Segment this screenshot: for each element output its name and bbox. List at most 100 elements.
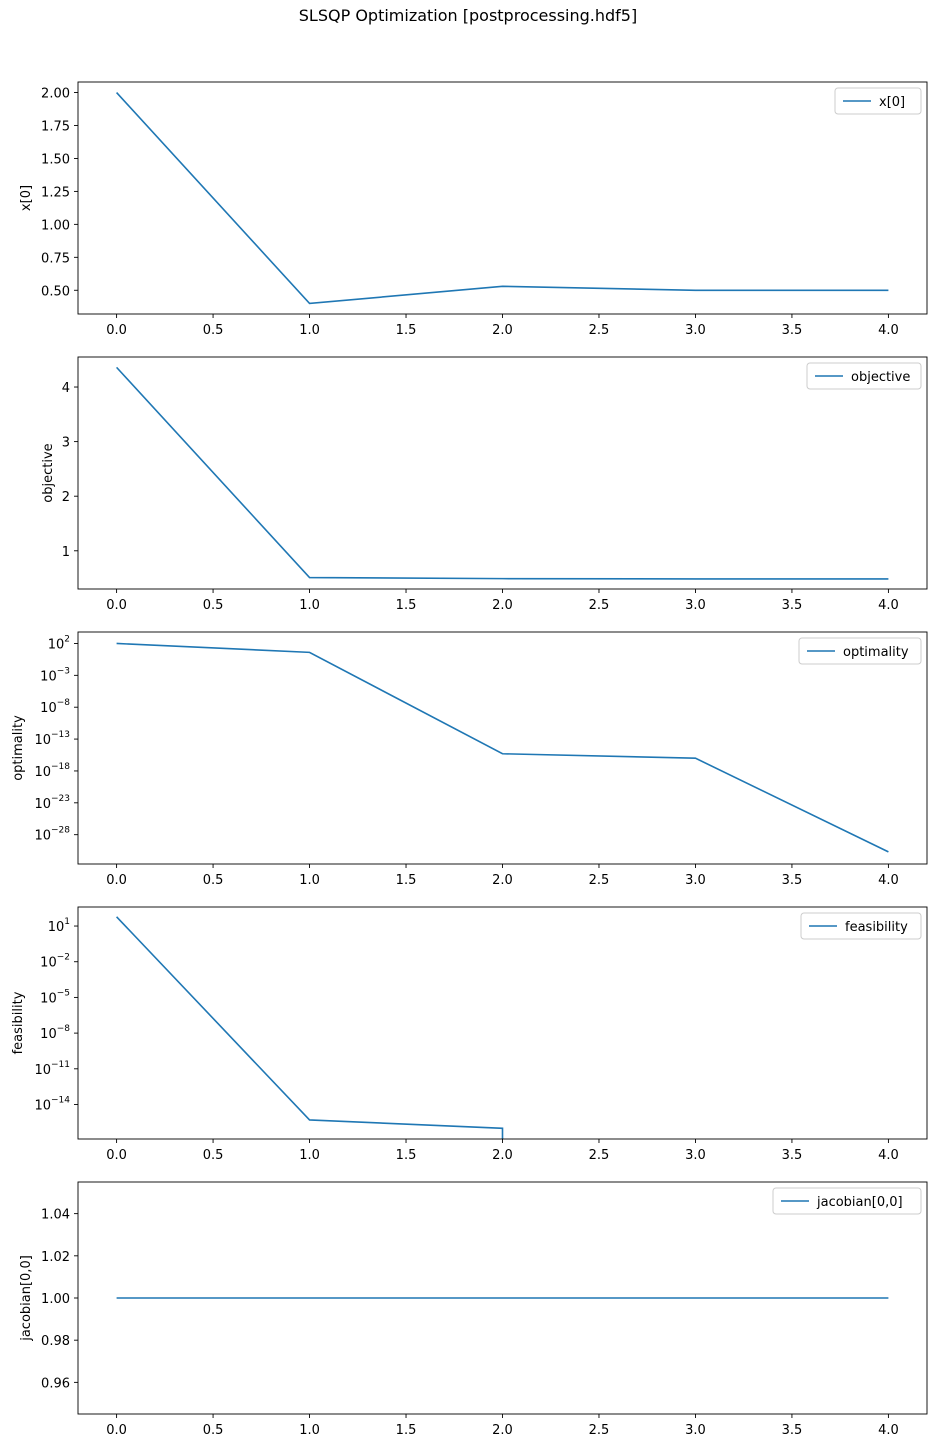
x-tick-label: 2.0 <box>492 1148 513 1163</box>
y-tick-label: 1.00 <box>41 218 70 233</box>
x-tick-label: 4.0 <box>878 598 899 613</box>
y-tick-exponent: −2 <box>57 953 70 963</box>
subplot-1: 0.0 0.5 1.0 1.5 2.0 2.5 3.0 3.5 4.0 0.50 0.75 1.00 1… <box>19 81 928 338</box>
legend-5: jacobian[0,0] <box>772 1187 922 1215</box>
x-tick-label: 0.5 <box>203 323 224 338</box>
x-tick-label: 2.5 <box>589 873 610 888</box>
x-tick-label: 0.5 <box>203 873 224 888</box>
legend-label: objective <box>851 370 910 385</box>
x-tick-label: 1.5 <box>396 598 417 613</box>
x-tick-label: 3.5 <box>782 873 803 888</box>
y-tick-label: 10−5 <box>40 988 70 1006</box>
y-tick-label: 0.50 <box>41 284 70 299</box>
y-tick-exponent: −23 <box>51 794 70 804</box>
x-tick-label: 3.5 <box>782 1423 803 1438</box>
axes-frame-3 <box>77 631 928 865</box>
legend-4: feasibility <box>800 912 922 940</box>
y-tick-exponent: −8 <box>57 698 71 708</box>
y-tick-exponent: −5 <box>57 988 70 998</box>
x-tick-label: 3.5 <box>782 1148 803 1163</box>
figure-title: SLSQP Optimization [postprocessing.hdf5] <box>298 6 638 25</box>
x-tick-label: 2.5 <box>589 323 610 338</box>
x-tick-label: 4.0 <box>878 873 899 888</box>
x-tick-label: 3.0 <box>685 598 706 613</box>
y-tick-label: 2.00 <box>41 87 70 102</box>
legend-label: jacobian[0,0] <box>816 1195 903 1210</box>
x-tick-label: 1.0 <box>299 323 320 338</box>
legend-1: x[0] <box>834 87 922 115</box>
x-tick-label: 0.5 <box>203 1423 224 1438</box>
y-tick-label: 0.96 <box>41 1376 70 1391</box>
y-tick-label: 0.98 <box>41 1334 70 1349</box>
x-tick-label: 1.0 <box>299 1148 320 1163</box>
y-tick-label: 1.75 <box>41 120 70 135</box>
y-tick-exponent: −18 <box>51 762 70 772</box>
legend-2: objective <box>806 362 922 390</box>
x-tick-label: 4.0 <box>878 1423 899 1438</box>
legend-label: feasibility <box>845 920 908 935</box>
x-tick-label: 2.0 <box>492 1423 513 1438</box>
x-tick-label: 0.5 <box>203 1148 224 1163</box>
legend-label: optimality <box>843 645 909 660</box>
legend-label: x[0] <box>879 95 905 110</box>
y-tick-label: 10−13 <box>34 730 70 748</box>
y-tick-label: 10−18 <box>34 762 70 780</box>
x-tick-label: 2.0 <box>492 598 513 613</box>
series-line-4-1 <box>116 916 504 1139</box>
y-axis-label: optimality <box>11 715 26 781</box>
x-tick-label: 2.5 <box>589 1423 610 1438</box>
y-tick-label: 10−2 <box>40 953 70 971</box>
y-tick-exponent: −28 <box>51 826 70 836</box>
x-tick-label: 0.0 <box>106 1148 127 1163</box>
series-line-3-1 <box>116 642 889 853</box>
y-tick-label: 10−14 <box>34 1095 70 1113</box>
x-tick-label: 3.0 <box>685 1148 706 1163</box>
y-tick-label: 10−11 <box>34 1060 70 1078</box>
x-tick-label: 1.5 <box>396 323 417 338</box>
y-tick-label: 10−23 <box>34 794 70 812</box>
x-tick-label: 2.5 <box>589 598 610 613</box>
y-tick-exponent: −13 <box>51 730 70 740</box>
y-tick-label: 10−8 <box>40 1024 70 1042</box>
y-tick-label: 3 <box>62 436 70 451</box>
x-tick-label: 4.0 <box>878 323 899 338</box>
y-tick-label: 1.02 <box>41 1250 70 1265</box>
y-axis-label: objective <box>41 443 56 502</box>
axes-frame-2 <box>77 356 928 590</box>
axes-frame-1 <box>77 81 928 315</box>
y-tick-exponent: −11 <box>51 1060 70 1070</box>
x-tick-label: 3.0 <box>685 323 706 338</box>
y-tick-label: 101 <box>48 917 70 935</box>
x-tick-label: 3.0 <box>685 1423 706 1438</box>
x-tick-label: 1.0 <box>299 1423 320 1438</box>
x-tick-label: 1.5 <box>396 873 417 888</box>
y-tick-exponent: 1 <box>64 917 70 927</box>
y-tick-label: 1.00 <box>41 1292 70 1307</box>
y-tick-label: 1.25 <box>41 185 70 200</box>
subplot-4: 0.0 0.5 1.0 1.5 2.0 2.5 3.0 3.5 4.0 101 10−2 10−5 10… <box>11 906 928 1163</box>
y-tick-label: 1.04 <box>41 1208 70 1223</box>
legend-box <box>834 87 922 115</box>
subplot-5: 0.0 0.5 1.0 1.5 2.0 2.5 3.0 3.5 4.0 0.96 0.98 1.00 1… <box>19 1181 928 1438</box>
axes-frame-4 <box>77 906 928 1140</box>
legend-3: optimality <box>798 637 922 665</box>
y-tick-label: 2 <box>62 490 70 505</box>
y-tick-label: 102 <box>48 634 70 652</box>
x-tick-label: 0.0 <box>106 323 127 338</box>
x-tick-label: 1.5 <box>396 1423 417 1438</box>
x-tick-label: 3.5 <box>782 323 803 338</box>
y-tick-label: 10−3 <box>40 666 70 684</box>
series-line-2-1 <box>116 366 889 580</box>
series-line-1-1 <box>115 92 889 305</box>
legend-box <box>772 1187 922 1215</box>
y-tick-exponent: −3 <box>57 666 70 676</box>
x-tick-label: 0.0 <box>106 1423 127 1438</box>
y-axis-label: jacobian[0,0] <box>19 1255 34 1342</box>
y-tick-exponent: 2 <box>64 634 70 644</box>
y-tick-exponent: −8 <box>57 1024 71 1034</box>
subplot-2: 0.0 0.5 1.0 1.5 2.0 2.5 3.0 3.5 4.0 1 2 3 4 objective… <box>41 356 928 613</box>
x-tick-label: 3.5 <box>782 598 803 613</box>
x-tick-label: 3.0 <box>685 873 706 888</box>
legend-box <box>798 637 922 665</box>
y-tick-label: 0.75 <box>41 251 70 266</box>
